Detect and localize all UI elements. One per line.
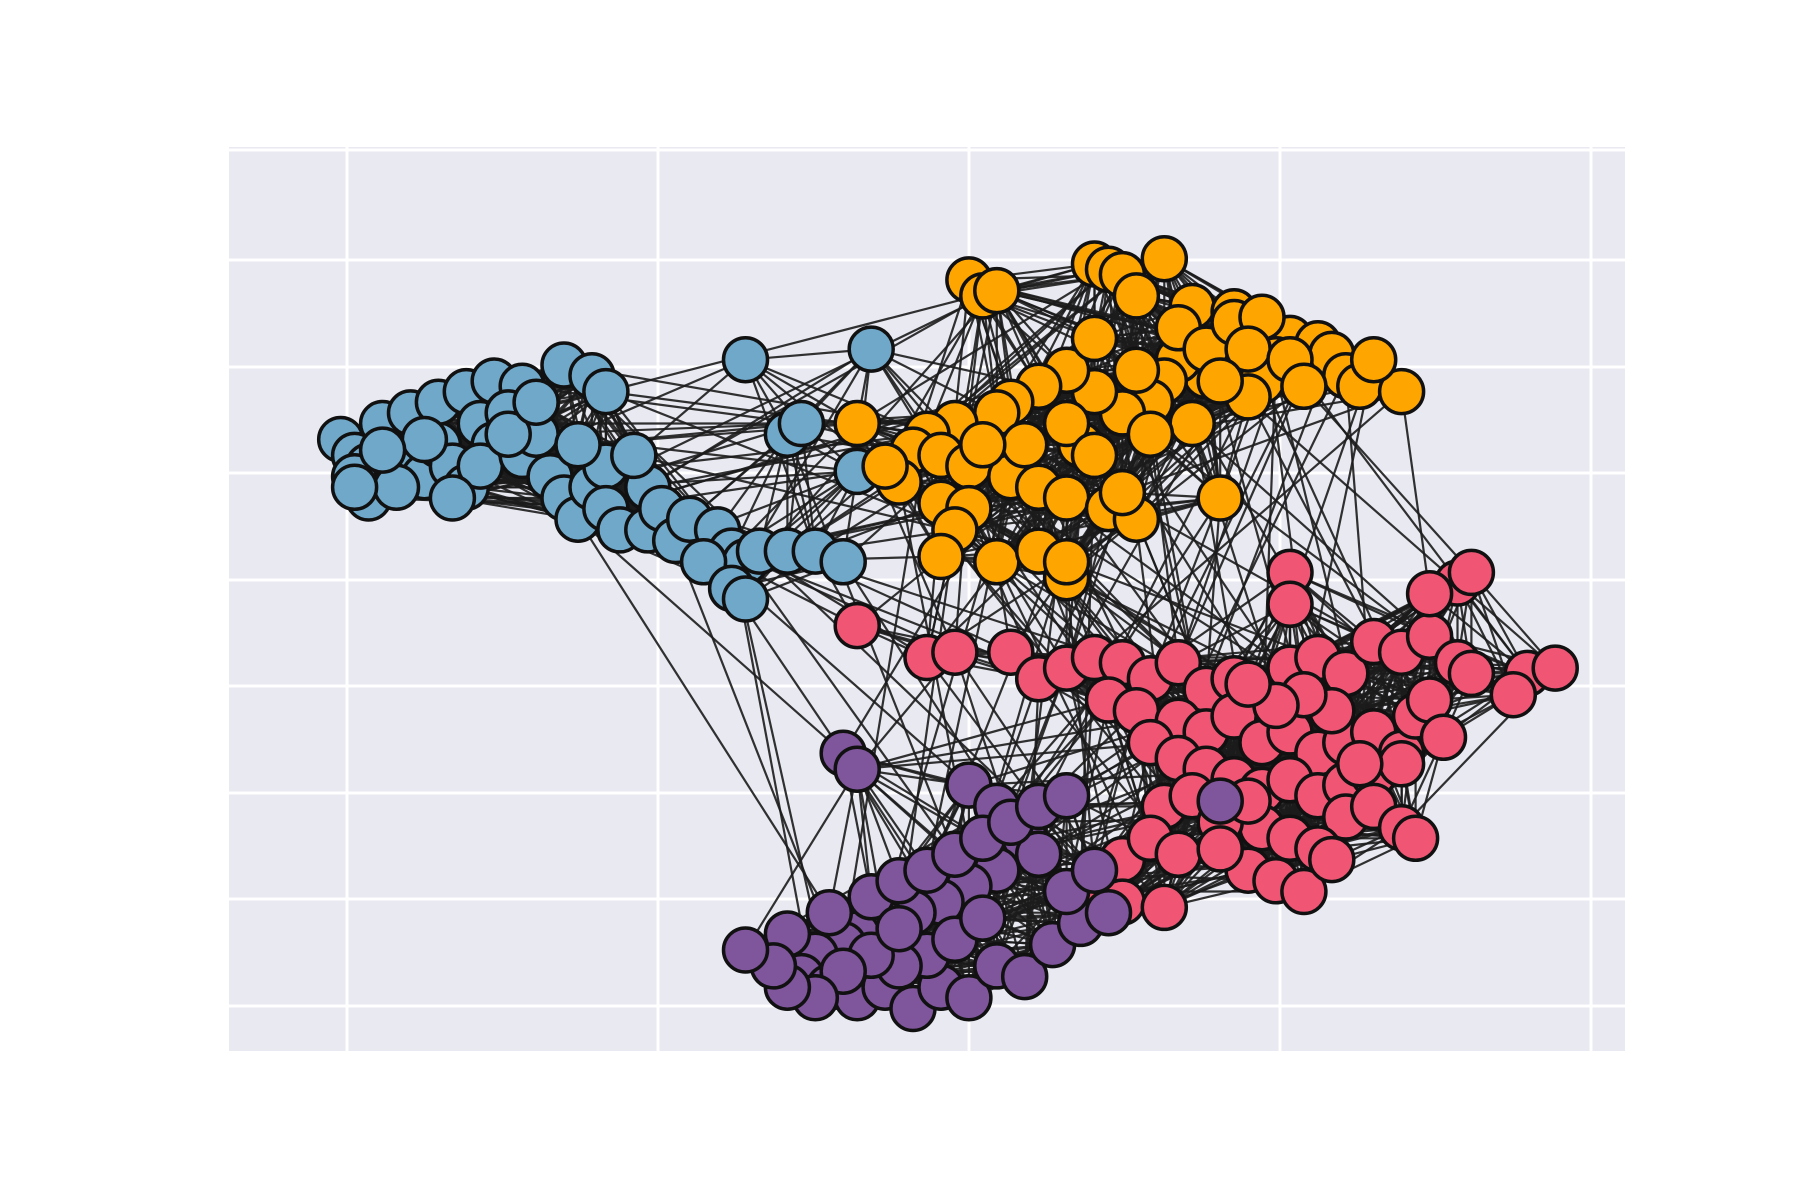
network-node: [1042, 399, 1091, 448]
network-node: [1489, 670, 1538, 719]
network-node: [1377, 367, 1426, 416]
network-node: [1266, 580, 1314, 629]
network-node: [1419, 713, 1468, 762]
network-edge: [1149, 434, 1180, 663]
network-edge: [842, 434, 929, 945]
network-node: [1070, 431, 1119, 480]
network-node: [917, 532, 965, 581]
network-node: [1168, 399, 1216, 448]
network-node: [945, 974, 993, 1022]
network-node: [721, 335, 770, 384]
network-node: [330, 463, 379, 512]
network-edge: [647, 348, 872, 489]
network-node: [484, 410, 532, 458]
network-node: [1280, 867, 1328, 916]
network-node: [1531, 644, 1579, 692]
network-node: [1405, 569, 1454, 618]
network-node: [973, 266, 1021, 315]
network-node: [1042, 474, 1091, 522]
network-edge: [828, 768, 859, 913]
network-node: [554, 421, 602, 469]
network-edge: [856, 268, 1110, 425]
network-node: [721, 926, 770, 974]
network-node: [1224, 660, 1272, 708]
network-node: [400, 415, 449, 464]
network-node: [1196, 357, 1244, 405]
network-node: [1140, 883, 1189, 932]
network-node: [833, 745, 881, 793]
network-node: [1154, 830, 1203, 878]
network-node: [1070, 846, 1119, 894]
network-node: [1140, 234, 1189, 283]
network-edge: [1400, 391, 1431, 594]
network-edge: [605, 289, 998, 393]
network-edge: [1303, 385, 1473, 574]
network-node: [861, 442, 909, 490]
network-node: [819, 538, 867, 586]
network-node: [1308, 835, 1356, 884]
network-node: [428, 474, 477, 522]
network-node: [833, 399, 881, 448]
network-node: [1447, 548, 1496, 597]
network-edge: [1065, 369, 1277, 706]
network-node: [1196, 474, 1244, 522]
network-node: [1377, 740, 1426, 788]
network-node: [1391, 814, 1440, 863]
network-edge: [605, 390, 956, 531]
network-node: [833, 601, 881, 650]
network-node: [1098, 468, 1147, 517]
network-node: [1014, 830, 1063, 878]
network-node: [973, 538, 1021, 586]
network-node: [1349, 335, 1398, 384]
network-node: [1000, 421, 1049, 469]
network-node: [1280, 362, 1328, 411]
network-node: [1112, 272, 1161, 320]
network-node: [1336, 740, 1384, 788]
network-node: [1112, 346, 1161, 395]
network-node: [805, 888, 854, 937]
network-edge: [856, 698, 1109, 771]
network-node: [777, 399, 826, 448]
network-node: [959, 894, 1007, 942]
network-edge: [744, 768, 859, 951]
network-node: [931, 628, 979, 676]
network-edge: [660, 508, 845, 972]
network-node: [721, 575, 770, 623]
network-node: [959, 421, 1007, 469]
network-node: [1000, 952, 1049, 1001]
network-node: [1084, 888, 1133, 937]
network-node: [1196, 777, 1244, 825]
network-node: [512, 378, 560, 426]
network-node: [875, 904, 923, 953]
network-node: [358, 426, 407, 474]
node-layer: [316, 234, 1579, 1033]
network-node: [1196, 825, 1244, 873]
network-node: [610, 431, 658, 480]
network-node: [1447, 649, 1496, 698]
network-node: [1070, 314, 1119, 363]
network-node: [847, 325, 895, 373]
network-node: [1042, 772, 1091, 820]
network-node: [582, 367, 630, 416]
network-node: [1042, 538, 1091, 586]
network-node: [1126, 410, 1175, 458]
